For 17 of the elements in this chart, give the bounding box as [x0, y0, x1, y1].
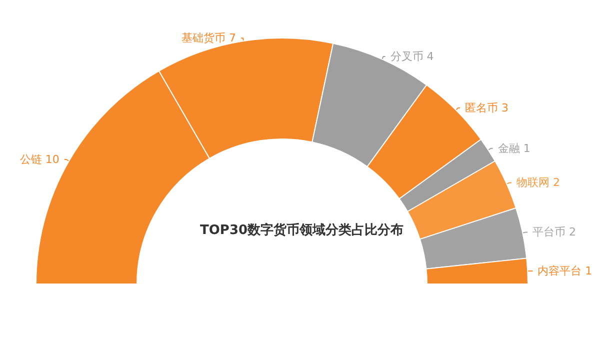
slice-label: 分叉币: [390, 50, 424, 64]
data-label: 4: [426, 50, 434, 64]
slice-label: 内容平台: [538, 264, 582, 278]
slice-label: 基础货币: [182, 32, 226, 45]
data-label: 1: [585, 264, 592, 278]
data-label: 2: [569, 226, 576, 239]
data-label: 3: [502, 101, 509, 114]
data-label: 7: [229, 32, 236, 45]
data-label: 2: [552, 176, 560, 190]
slice-label: 金融: [498, 142, 520, 155]
slice-label: 公链: [20, 153, 42, 166]
slice-label: 平台币: [532, 226, 566, 239]
slice-label: 匿名币: [465, 101, 498, 114]
slice-label: 物联网: [516, 176, 550, 190]
text: TOP30数字货币领域分类占比分布: [200, 222, 404, 238]
data-label: 10: [45, 153, 60, 166]
data-label: 1: [523, 142, 530, 155]
